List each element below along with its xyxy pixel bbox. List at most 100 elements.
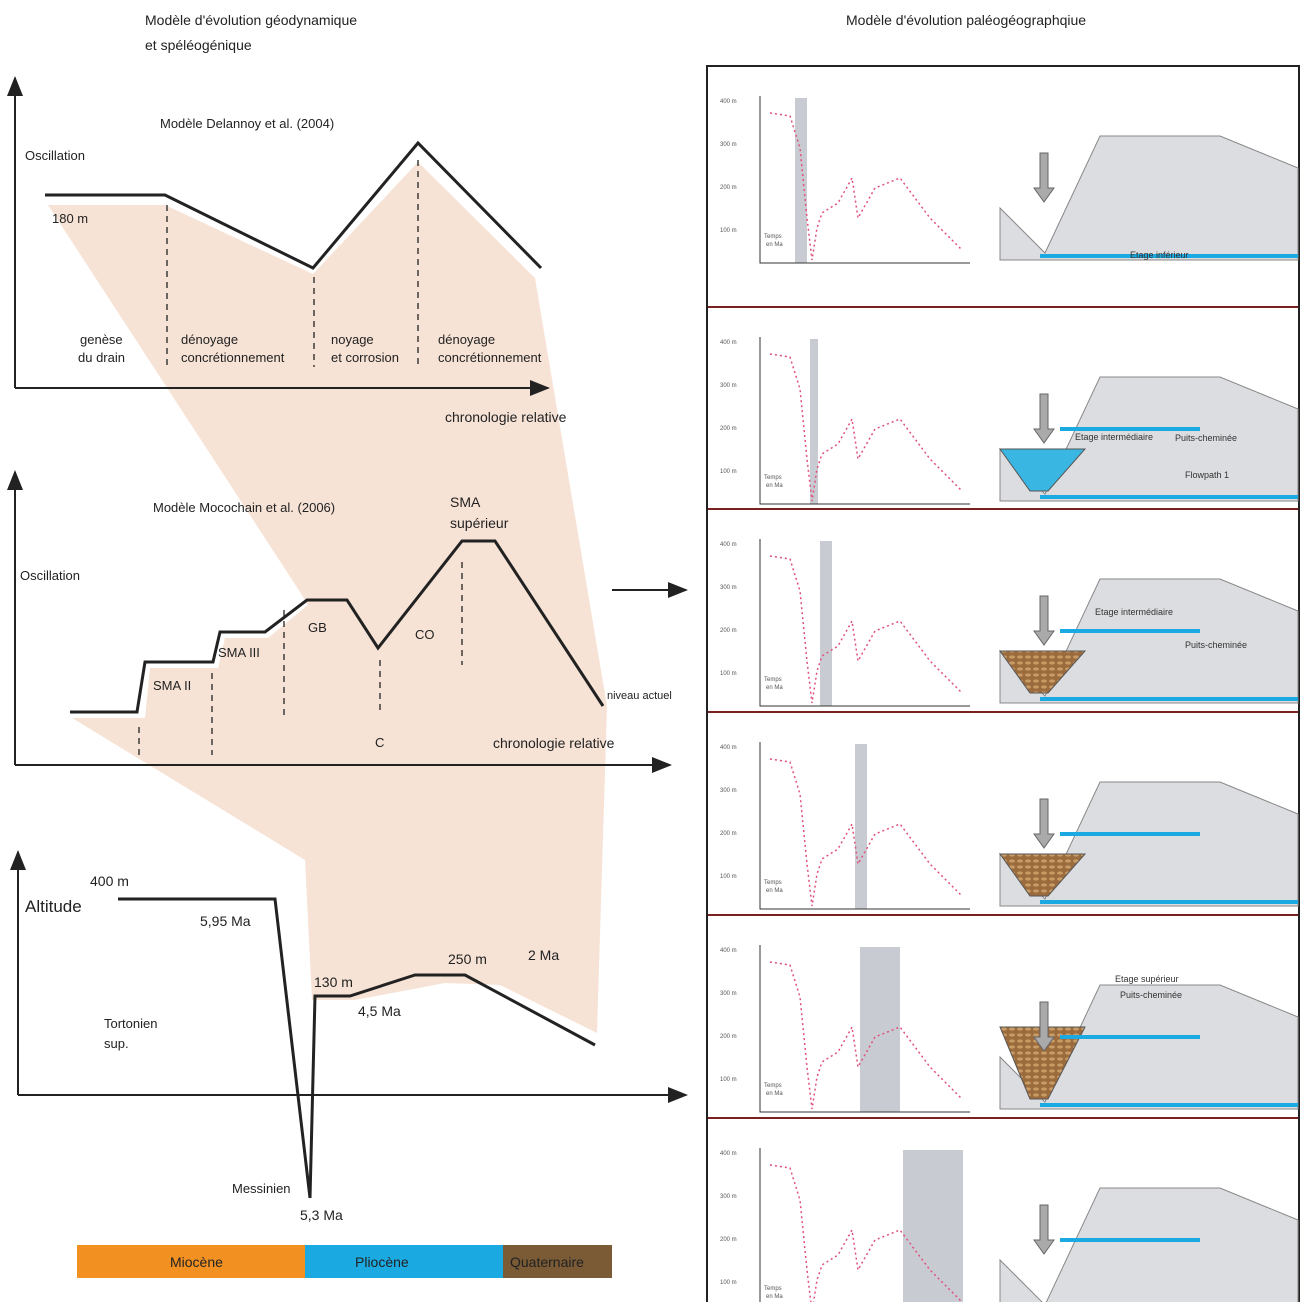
annotation: Puits-cheminée [1120,990,1182,1000]
panels: 400 m 300 m 200 m 100 m Temps en Ma Etage infé… [708,96,1299,1302]
y-tick-label: 100 m [720,874,737,880]
point-label: 250 m [448,951,487,967]
annotation: Etage supérieur [1115,974,1179,984]
flow-arrow [1033,1001,1055,1052]
stage-label: niveau actuel [607,690,672,702]
y-tick-label: 100 m [720,671,737,677]
massif [999,135,1299,261]
period-pliocene [305,1245,503,1278]
time-window [820,541,832,706]
x-label: chronologie relative [493,735,615,751]
valley-fill [999,853,1087,897]
panel-frame [706,65,1300,1302]
fan [72,548,607,1033]
fan [48,162,607,706]
annotation: Puits-cheminée [1185,640,1247,650]
time-label: en Ma [766,888,783,894]
y-tick-label: 400 m [720,340,737,346]
stage-label: supérieur [450,515,509,531]
phase: concrétionnement [181,350,285,365]
y-tick-label: 400 m [720,948,737,954]
time-label: Temps [764,234,782,240]
left-title: Modèle d'évolution géodynamique [145,12,357,28]
y-tick-label: 200 m [720,831,737,837]
curve [769,555,963,704]
period-label: Pliocène [355,1254,409,1270]
axis [759,539,970,707]
y-tick-label: 400 m [720,1151,737,1157]
axis [759,742,970,910]
period-miocene [77,1245,305,1278]
stage-label: SMA [450,494,481,510]
annotation: Etage intermédiaire [1075,432,1153,442]
curve [769,353,963,502]
flow-arrow [1033,393,1055,444]
flow-arrow [1033,152,1055,203]
right-title: Modèle d'évolution paléogéographqiue [846,12,1086,28]
x-label: chronologie relative [445,409,567,425]
y-tick-label: 100 m [720,1077,737,1083]
time-label: Temps [764,880,782,886]
point-label: 4,5 Ma [358,1003,401,1019]
y-label: Altitude [25,897,82,916]
y-tick-label: 100 m [720,228,737,234]
y-label: Oscillation [25,148,85,163]
y-tick-label: 300 m [720,142,737,148]
y-tick-label: 200 m [720,628,737,634]
time-window [903,1150,963,1302]
y-tick-label: 300 m [720,1194,737,1200]
point-label: 5,3 Ma [300,1207,343,1223]
axis [759,1148,761,1302]
curve [769,961,963,1110]
y-tick-label: 400 m [720,542,737,548]
time-window [855,744,867,909]
point-label: 5,95 Ma [200,913,251,929]
period-label: Miocène [170,1254,223,1270]
y-label: Oscillation [20,568,80,583]
y-tick-label: 200 m [720,426,737,432]
time-label: Temps [764,1286,782,1292]
flow-arrow [1033,595,1055,646]
stage-label: SMA II [153,678,191,693]
curve [769,758,963,907]
y-tick-label: 400 m [720,745,737,751]
time-label: en Ma [766,685,783,691]
time-label: en Ma [766,1091,783,1097]
annotation: Flowpath 1 [1185,470,1229,480]
axis [759,945,970,1113]
time-window [795,98,807,263]
time-label: en Ma [766,483,783,489]
y-tick-label: 400 m [720,99,737,105]
diagram-3 [9,850,688,1199]
point-label: 2 Ma [528,947,559,963]
y-tick-label: 100 m [720,469,737,475]
stage-label: SMA III [218,645,260,660]
phase: dénoyage [438,332,495,347]
time-label: en Ma [766,242,783,248]
y-tick-label: 300 m [720,585,737,591]
diagram-title: Modèle Mocochain et al. (2006) [153,500,335,515]
y-tick-label: 200 m [720,1034,737,1040]
y-tick-label: 300 m [720,383,737,389]
phase: du drain [78,350,125,365]
curve [769,112,963,261]
period-quaternaire [503,1245,612,1278]
diagram-title: Modèle Delannoy et al. (2004) [160,116,334,131]
level-label: 180 m [52,211,88,226]
flow-arrow [1033,1204,1055,1255]
time-label: en Ma [766,1294,783,1300]
time-label: Temps [764,677,782,683]
phase: concrétionnement [438,350,542,365]
diagram-1 [6,76,550,396]
curve [769,1164,963,1302]
stage-label: GB [308,620,327,635]
massif [999,984,1299,1110]
time-window [810,339,818,504]
point-label: Messinien [232,1181,291,1196]
phase: et corrosion [331,350,399,365]
y-tick-label: 300 m [720,991,737,997]
phase: dénoyage [181,332,238,347]
annotation: Puits-cheminée [1175,433,1237,443]
valley-fill [999,650,1087,694]
